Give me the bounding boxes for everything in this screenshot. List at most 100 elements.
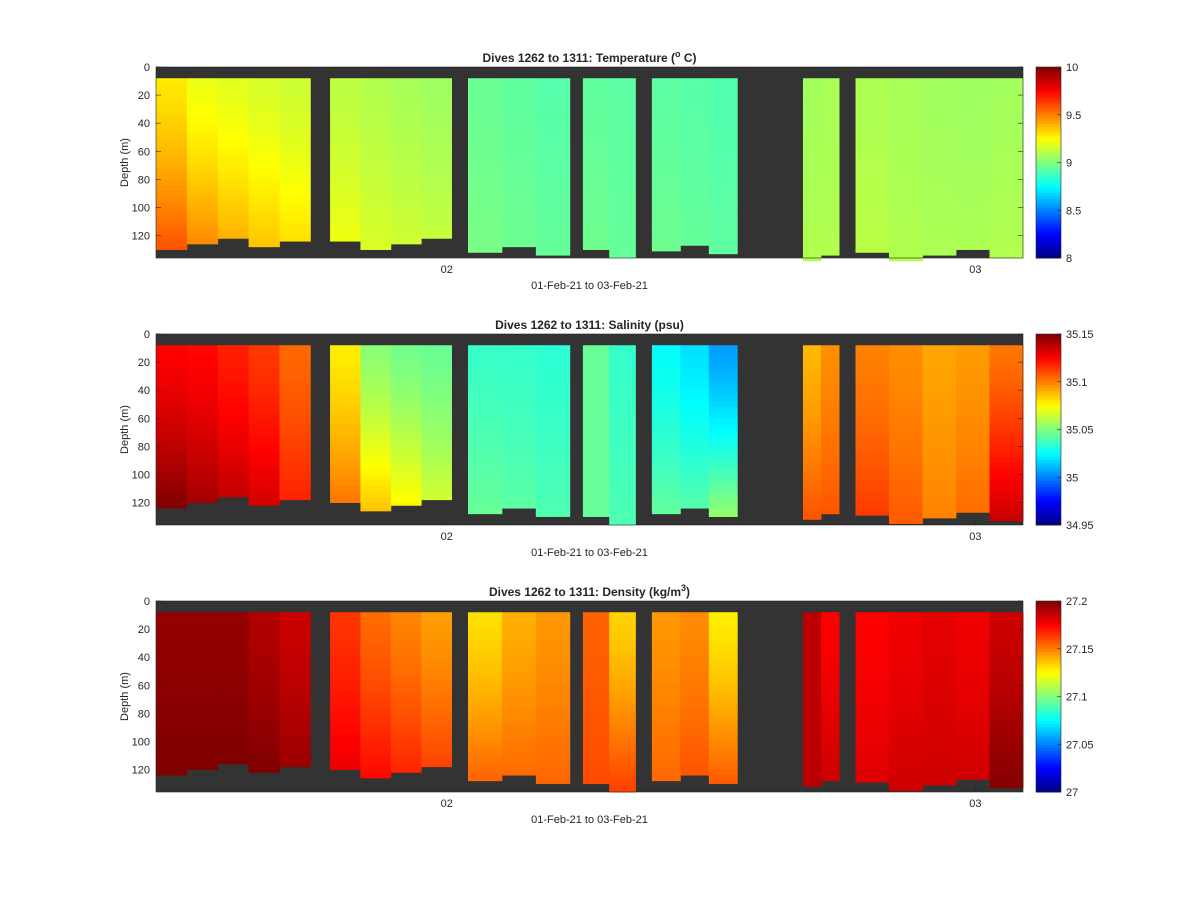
y-tick-label: 100 (132, 202, 150, 214)
data-cell (279, 713, 311, 720)
data-cell (217, 168, 250, 175)
data-cell (582, 201, 610, 208)
data-cell (708, 89, 738, 96)
data-cell (421, 741, 452, 748)
data-segment (855, 612, 1024, 791)
data-cell (156, 218, 188, 225)
data-cell (390, 235, 422, 242)
data-cell (330, 685, 361, 692)
colorbar-step (1036, 735, 1061, 739)
data-cell (609, 128, 636, 135)
data-cell (855, 229, 890, 236)
data-cell (989, 786, 1024, 789)
colorbar-step (1036, 666, 1061, 671)
data-cell (651, 241, 681, 248)
data-cell (708, 741, 738, 748)
data-cell (821, 775, 840, 782)
data-cell (421, 395, 452, 402)
data-cell (467, 429, 503, 436)
data-cell (651, 674, 681, 681)
data-cell (330, 224, 361, 231)
data-cell (821, 252, 840, 256)
colorbar-step (1036, 429, 1061, 433)
data-cell (956, 702, 990, 709)
data-cell (889, 463, 923, 470)
colorbar-tick-label: 27.05 (1066, 739, 1094, 751)
data-cell (217, 674, 250, 681)
data-cell (989, 457, 1024, 464)
colorbar-tick-label: 9.5 (1066, 110, 1081, 122)
data-cell (956, 373, 990, 380)
data-cell (582, 235, 610, 242)
data-cell (922, 384, 957, 391)
data-cell (956, 685, 990, 692)
x-tick-label: 03 (969, 264, 981, 276)
data-cell (248, 83, 280, 90)
data-cell (989, 95, 1024, 102)
data-cell (680, 707, 710, 714)
data-cell (989, 235, 1024, 242)
data-cell (217, 724, 250, 731)
data-cell (802, 390, 822, 397)
data-cell (390, 106, 422, 113)
data-cell (390, 367, 422, 374)
data-cell (360, 345, 392, 352)
data-cell (922, 345, 957, 352)
colorbar-step (1036, 711, 1061, 715)
data-cell (651, 629, 681, 636)
data-cell (156, 491, 188, 498)
data-cell (330, 173, 361, 180)
data-cell (467, 412, 503, 419)
data-cell (330, 741, 361, 748)
data-cell (501, 111, 537, 118)
data-cell (248, 623, 280, 630)
data-cell (279, 724, 311, 731)
data-cell (680, 758, 710, 765)
data-cell (186, 634, 219, 641)
data-cell (467, 106, 503, 113)
data-cell (855, 463, 890, 470)
data-cell (609, 474, 636, 481)
data-cell (535, 229, 571, 236)
data-cell (651, 390, 681, 397)
data-cell (421, 412, 452, 419)
data-cell (609, 440, 636, 447)
data-cell (989, 123, 1024, 130)
data-cell (467, 100, 503, 107)
data-cell (535, 491, 571, 498)
data-cell (855, 502, 890, 509)
colorbar-step (1036, 186, 1061, 190)
data-cell (802, 184, 822, 191)
data-cell (421, 474, 452, 481)
data-cell (330, 418, 361, 425)
data-cell (330, 763, 361, 770)
data-cell (922, 151, 957, 158)
data-cell (279, 401, 311, 408)
data-cell (360, 617, 392, 624)
data-cell (680, 173, 710, 180)
data-cell (708, 252, 738, 255)
colorbar-step (1036, 75, 1061, 80)
data-cell (989, 685, 1024, 692)
data-cell (248, 491, 280, 498)
data-cell (651, 707, 681, 714)
data-cell (889, 457, 923, 464)
data-cell (186, 696, 219, 703)
colorbar-step (1036, 99, 1061, 104)
data-cell (535, 246, 571, 253)
data-cell (421, 140, 452, 147)
y-tick-label: 100 (132, 469, 150, 481)
data-cell (922, 457, 957, 464)
data-cell (421, 190, 452, 197)
data-cell (680, 463, 710, 470)
data-cell (821, 468, 840, 475)
data-cell (360, 718, 392, 725)
data-cell (390, 457, 422, 464)
data-cell (421, 763, 452, 768)
data-cell (217, 713, 250, 720)
data-cell (156, 162, 188, 169)
data-cell (279, 629, 311, 636)
data-cell (535, 184, 571, 191)
data-cell (467, 457, 503, 464)
data-cell (421, 373, 452, 380)
